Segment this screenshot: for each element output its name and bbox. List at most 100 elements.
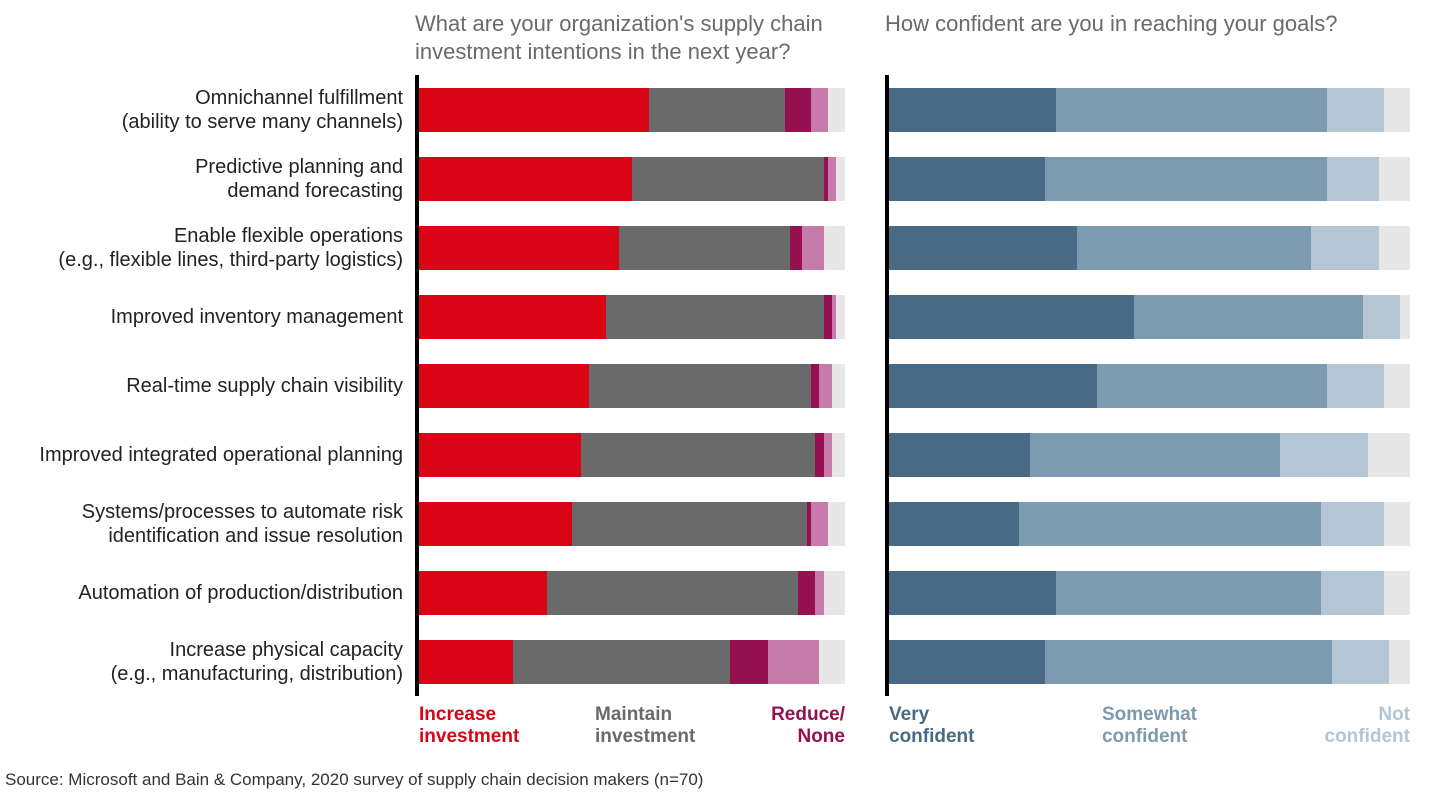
legend-item: Not confident (1325, 704, 1411, 748)
bar-segment (1097, 364, 1326, 408)
bar-segment (649, 88, 785, 132)
stacked-bar-right (889, 157, 1410, 201)
legend-row: Increase investmentMaintain investmentRe… (10, 704, 1420, 748)
bar-zone-left (415, 351, 885, 420)
bar-zone-right (885, 351, 1420, 420)
stacked-bar-right (889, 502, 1410, 546)
bar-segment (1280, 433, 1369, 477)
legend-item: Maintain investment (595, 704, 695, 748)
bar-segment (1045, 640, 1332, 684)
row-label: Enable flexible operations (e.g., flexib… (10, 224, 415, 272)
bar-segment (824, 433, 833, 477)
bar-segment (1363, 295, 1399, 339)
bar-segment (824, 226, 845, 270)
stacked-bar-left (419, 88, 845, 132)
bar-segment (632, 157, 824, 201)
bar-segment (419, 157, 632, 201)
legend-item: Somewhat confident (1102, 704, 1197, 748)
bar-segment (836, 157, 845, 201)
bar-segment (619, 226, 789, 270)
bar-segment (572, 502, 806, 546)
bar-segment (1389, 640, 1410, 684)
bar-segment (1019, 502, 1321, 546)
bar-segment (811, 88, 828, 132)
row-label: Automation of production/distribution (10, 581, 415, 605)
bar-segment (889, 88, 1056, 132)
bar-zone-left (415, 213, 885, 282)
row-label: Improved inventory management (10, 305, 415, 329)
bar-row: Improved inventory management (10, 282, 1420, 351)
row-label: Systems/processes to automate risk ident… (10, 500, 415, 548)
bar-rows: Omnichannel fulfillment (ability to serv… (10, 75, 1420, 702)
bar-segment (730, 640, 768, 684)
bar-segment (889, 295, 1134, 339)
stacked-bar-left (419, 640, 845, 684)
row-label: Real-time supply chain visibility (10, 374, 415, 398)
bar-segment (802, 226, 823, 270)
titles-row: What are your organization's supply chai… (10, 10, 1420, 65)
bar-zone-right (885, 282, 1420, 351)
bar-segment (1379, 226, 1410, 270)
bar-segment (419, 433, 581, 477)
bar-row: Improved integrated operational planning (10, 420, 1420, 489)
stacked-bar-left (419, 226, 845, 270)
bar-segment (419, 502, 572, 546)
chart-container: What are your organization's supply chai… (10, 10, 1420, 790)
bar-segment (1077, 226, 1311, 270)
stacked-bar-left (419, 502, 845, 546)
bar-zone-left (415, 420, 885, 489)
bar-segment (889, 226, 1077, 270)
row-label: Improved integrated operational planning (10, 443, 415, 467)
stacked-bar-right (889, 226, 1410, 270)
bar-segment (798, 571, 815, 615)
bar-segment (1400, 295, 1410, 339)
stacked-bar-left (419, 295, 845, 339)
bar-zone-left (415, 558, 885, 627)
bar-segment (1327, 88, 1384, 132)
bar-segment (1030, 433, 1280, 477)
bar-segment (606, 295, 823, 339)
bar-segment (1332, 640, 1389, 684)
chart-title-right: How confident are you in reaching your g… (885, 10, 1420, 65)
bar-segment (815, 571, 824, 615)
bar-segment (1327, 364, 1384, 408)
stacked-bar-right (889, 433, 1410, 477)
bar-segment (513, 640, 730, 684)
bar-segment (1045, 157, 1326, 201)
bar-segment (1311, 226, 1379, 270)
bar-zone-left (415, 627, 885, 696)
bar-segment (836, 295, 845, 339)
bar-segment (832, 433, 845, 477)
bar-segment (1134, 295, 1363, 339)
bar-zone-left (415, 489, 885, 558)
bar-segment (889, 433, 1030, 477)
bar-zone-right (885, 213, 1420, 282)
bar-segment (547, 571, 798, 615)
bar-row: Increase physical capacity (e.g., manufa… (10, 627, 1420, 696)
stacked-bar-left (419, 364, 845, 408)
stacked-bar-right (889, 88, 1410, 132)
row-label: Omnichannel fulfillment (ability to serv… (10, 86, 415, 134)
bar-zone-left (415, 75, 885, 144)
bar-segment (581, 433, 815, 477)
stacked-bar-right (889, 640, 1410, 684)
bar-segment (419, 226, 619, 270)
bar-segment (889, 157, 1045, 201)
bar-row: Automation of production/distribution (10, 558, 1420, 627)
bar-segment (889, 640, 1045, 684)
bar-segment (419, 571, 547, 615)
label-spacer (10, 10, 415, 65)
bar-segment (889, 364, 1097, 408)
bar-zone-right (885, 489, 1420, 558)
bar-segment (1368, 433, 1410, 477)
bar-segment (889, 502, 1019, 546)
bar-segment (828, 157, 837, 201)
bar-segment (419, 295, 606, 339)
bar-zone-right (885, 627, 1420, 696)
bar-segment (815, 433, 824, 477)
row-label: Increase physical capacity (e.g., manufa… (10, 638, 415, 686)
stacked-bar-left (419, 433, 845, 477)
bar-segment (832, 364, 845, 408)
legend-item: Very confident (889, 704, 975, 748)
bar-row: Real-time supply chain visibility (10, 351, 1420, 420)
